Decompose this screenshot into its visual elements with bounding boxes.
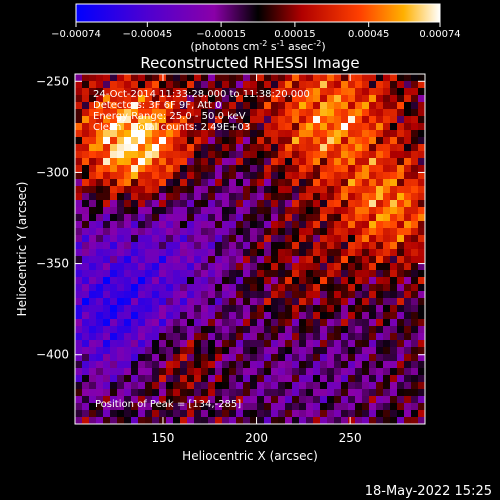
- annotation-energy-range: Energy Range: 25.0 - 50.0 keV: [93, 111, 246, 122]
- x-axis-tick-label: 250: [339, 431, 362, 445]
- colorbar-unit-label: (photons cm-2 s-1 asec-2): [190, 39, 325, 53]
- y-axis-tick-label: −250: [36, 74, 69, 88]
- chart-title: Reconstructed RHESSI Image: [140, 54, 359, 72]
- annotation-time-range: 24-Oct-2014 11:33:28.000 to 11:38:20.000: [93, 89, 310, 100]
- annotation-clean-counts: Clean Total counts: 2.49E+03: [93, 122, 250, 133]
- colorbar-tick-label: 0.00074: [419, 29, 460, 40]
- colorbar-ticks: −0.00074 −0.00045 −0.00015 0.00015 0.00045 0.…: [51, 22, 461, 40]
- y-axis-tick-label: −300: [36, 165, 69, 179]
- plot-frame: [74, 73, 426, 425]
- x-axis-tick-label: 150: [152, 431, 175, 445]
- colorbar-gradient: [75, 3, 441, 23]
- colorbar: −0.00074 −0.00045 −0.00015 0.00015 0.00045 0.…: [51, 3, 461, 53]
- peak-position-label: Position of Peak = [134,-285]: [95, 399, 241, 410]
- heatmap-image: [75, 74, 426, 425]
- colorbar-tick-label: −0.00074: [51, 29, 101, 40]
- colorbar-tick-label: −0.00045: [122, 29, 172, 40]
- y-axis-label: Heliocentric Y (arcsec): [15, 182, 29, 317]
- footer-timestamp: 18-May-2022 15:25: [365, 484, 492, 499]
- y-axis-tick-label: −350: [36, 257, 69, 271]
- annotation-detectors: Detectors: 3F 6F 9F, Att 0: [93, 100, 221, 111]
- axis-ticks: 150 200 250 −250 −300 −350 −400: [36, 74, 425, 445]
- x-axis-label: Heliocentric X (arcsec): [182, 449, 318, 463]
- colorbar-tick-label: 0.00045: [348, 29, 389, 40]
- colorbar-tick-label: −0.00015: [196, 29, 246, 40]
- x-axis-tick-label: 200: [245, 431, 268, 445]
- y-axis-tick-label: −400: [36, 348, 69, 362]
- colorbar-tick-label: 0.00015: [274, 29, 315, 40]
